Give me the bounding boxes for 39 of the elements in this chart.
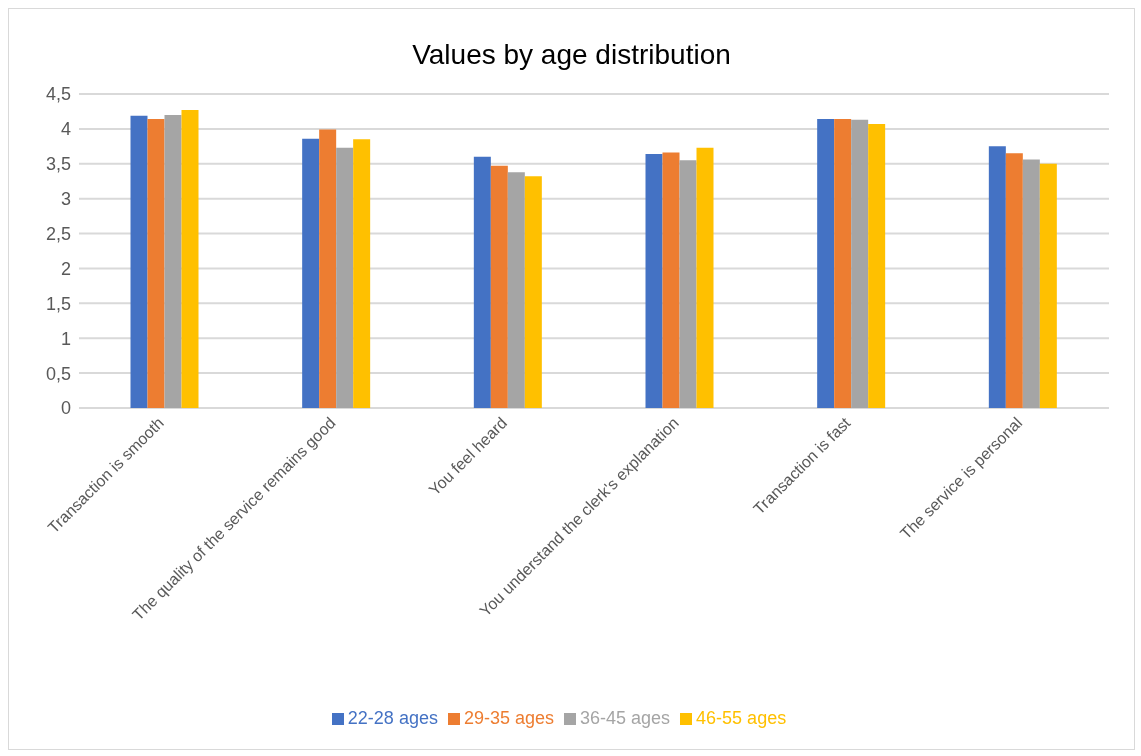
y-tick-label: 0,5 xyxy=(45,363,71,384)
bar xyxy=(817,119,835,408)
bar xyxy=(1005,153,1023,408)
y-tick-label: 2 xyxy=(60,258,71,279)
bar xyxy=(473,156,491,408)
legend-label: 29-35 ages xyxy=(463,708,554,728)
legend-label: 46-55 ages xyxy=(696,708,787,728)
bar xyxy=(834,119,852,408)
bar xyxy=(645,154,663,408)
y-tick-label: 1,5 xyxy=(45,293,71,314)
bar xyxy=(319,129,337,408)
y-tick-label: 1 xyxy=(60,328,71,349)
y-tick-label: 4,5 xyxy=(45,84,71,105)
legend-label: 36-45 ages xyxy=(580,708,671,728)
bar xyxy=(302,138,320,408)
bar xyxy=(507,172,525,408)
bar xyxy=(490,165,508,408)
bar xyxy=(147,119,165,408)
bar xyxy=(662,152,680,408)
bar xyxy=(181,110,199,408)
y-tick-label: 0 xyxy=(60,398,71,419)
bar xyxy=(130,115,148,408)
chart-title: Values by age distribution xyxy=(411,38,732,72)
bar xyxy=(988,146,1006,408)
y-tick-label: 3,5 xyxy=(45,154,71,175)
bar xyxy=(336,147,354,408)
bar xyxy=(868,124,886,408)
bar xyxy=(696,147,714,408)
y-tick-label: 4 xyxy=(60,119,71,140)
legend-label: 22-28 ages xyxy=(347,708,438,728)
bar xyxy=(1022,159,1040,408)
bar xyxy=(679,160,697,408)
bar xyxy=(1039,163,1057,408)
y-tick-label: 3 xyxy=(60,189,71,210)
y-tick-label: 2,5 xyxy=(45,223,71,244)
bar xyxy=(524,176,542,408)
bar xyxy=(353,139,371,408)
bar xyxy=(851,119,869,408)
bar xyxy=(164,114,182,408)
